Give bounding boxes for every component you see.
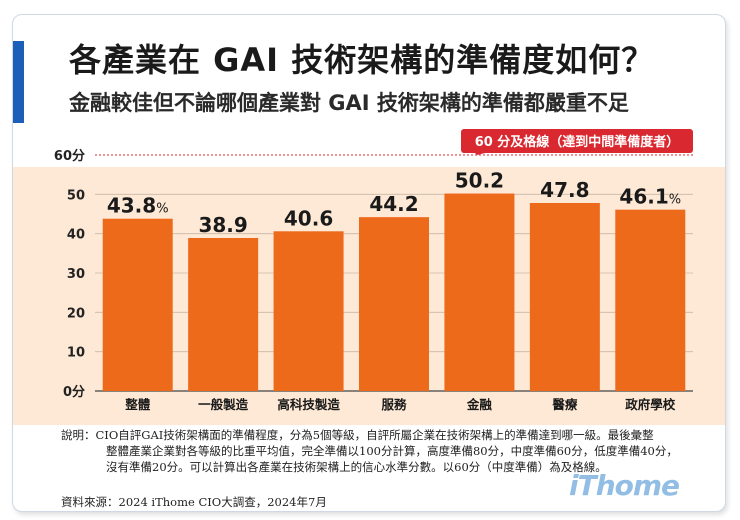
category-label: 金融 <box>466 397 493 412</box>
category-label: 服務 <box>381 397 407 412</box>
bar <box>359 217 429 391</box>
reference-label-pointer <box>475 153 485 155</box>
ithome-logo: iThome <box>569 469 680 502</box>
category-label: 醫療 <box>552 397 578 412</box>
bar <box>444 193 515 391</box>
category-label: 整體 <box>125 397 151 412</box>
y-tick-label: 0分 <box>63 384 85 400</box>
chart-note: 說明：CIO自評GAI技術架構面的準備程度，分為5個等級，自評所屬企業在技術架構… <box>61 427 697 475</box>
category-label: 高科技製造 <box>277 397 340 412</box>
note-line-3: 沒有準備20分。可以計算出各產業在技術架構上的信心水準分數。以60分（中度準備）… <box>106 460 607 474</box>
page-title: 各產業在 GAI 技術架構的準備度如何？ <box>69 41 655 79</box>
reference-label: 60 分及格線（達到中間準備度者） <box>475 134 680 150</box>
bar <box>188 237 259 391</box>
bars <box>102 193 686 391</box>
bar-value-label: 50.2 <box>455 169 504 193</box>
category-label: 政府學校 <box>625 397 676 412</box>
note-line-1: 說明：CIO自評GAI技術架構面的準備程度，分為5個等級，自評所屬企業在技術架構… <box>61 428 654 442</box>
title-accent-bar <box>13 41 24 123</box>
reference-label-box <box>461 129 693 153</box>
y-tick-label: 20 <box>67 306 85 321</box>
note-line-2: 整體產業企業對各等級的比重平均值，完全準備以100分計算，高度準備80分，中度準… <box>106 444 678 458</box>
y-axis-ticks: 0分 10 20 30 40 50 60分 <box>54 148 85 400</box>
y-tick-label: 40 <box>67 228 85 243</box>
value-labels: 43.8%38.9 40.644.250.2 47.8 46.1% <box>107 169 681 237</box>
page-subtitle: 金融較佳但不論哪個產業對 GAI 技術架構的準備都嚴重不足 <box>69 91 629 115</box>
bar-value-label: 38.9 <box>198 213 247 237</box>
y-tick-label: 10 <box>67 346 85 361</box>
bar <box>273 231 344 391</box>
category-labels: 整體 一般製造 高科技製造 服務 金融 醫療 政府學校 <box>125 397 676 412</box>
infographic-card: 各產業在 GAI 技術架構的準備度如何？ 金融較佳但不論哪個產業對 GAI 技術… <box>12 14 726 512</box>
bar-value-label: 47.8 <box>540 178 589 202</box>
data-source: 資料來源：2024 iThome CIO大調查，2024年7月 <box>61 495 327 509</box>
bar <box>529 202 600 391</box>
bar <box>102 218 173 391</box>
bar <box>615 209 686 391</box>
y-tick-label: 30 <box>67 267 85 282</box>
bar-value-label: 40.6 <box>284 206 333 230</box>
y-tick-label: 50 <box>67 188 85 203</box>
bar-value-label: 44.2 <box>369 192 418 216</box>
reference-line: 60 分及格線（達到中間準備度者） <box>95 129 693 156</box>
category-label: 一般製造 <box>198 397 249 412</box>
y-tick-label: 60分 <box>54 148 85 164</box>
